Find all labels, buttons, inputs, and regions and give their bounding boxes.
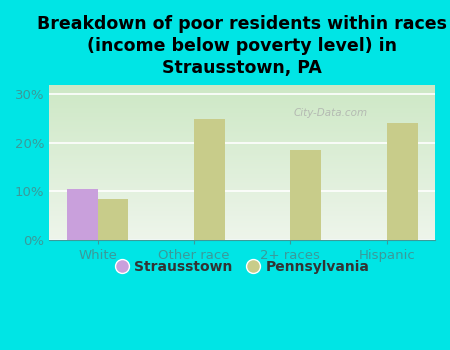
Text: City-Data.com: City-Data.com xyxy=(294,107,368,118)
Bar xyxy=(67,189,98,240)
Bar xyxy=(387,124,418,240)
Title: Breakdown of poor residents within races
(income below poverty level) in
Strauss: Breakdown of poor residents within races… xyxy=(37,15,447,77)
Bar xyxy=(194,119,225,240)
Bar xyxy=(98,199,128,240)
Legend: Strausstown, Pennsylvania: Strausstown, Pennsylvania xyxy=(109,255,375,280)
Bar xyxy=(290,150,321,240)
